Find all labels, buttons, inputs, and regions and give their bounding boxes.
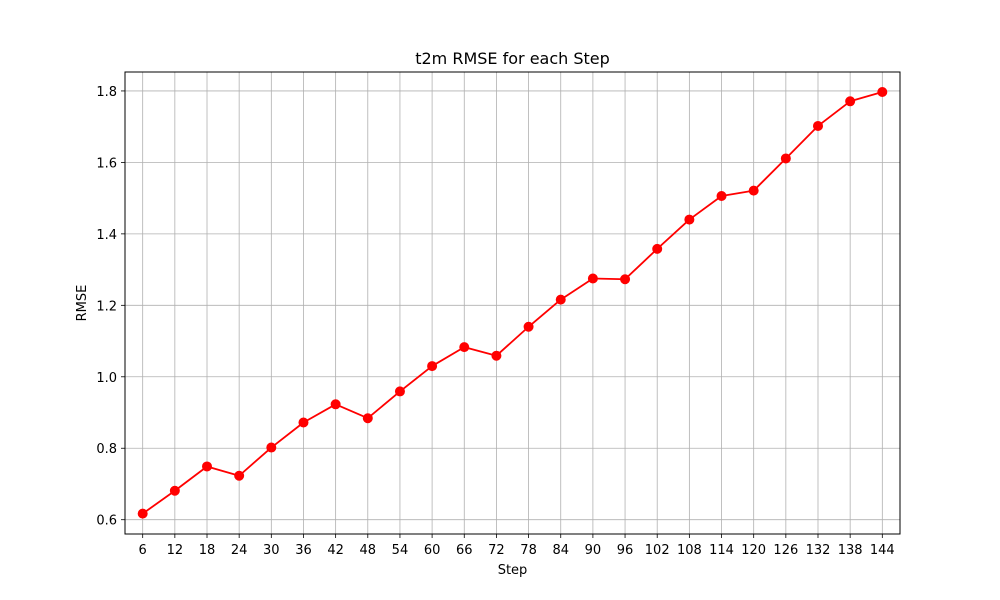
data-point xyxy=(780,153,791,164)
x-tick-label: 42 xyxy=(327,543,344,558)
x-tick-label: 144 xyxy=(870,543,895,558)
data-point xyxy=(137,508,148,519)
x-axis-title: Step xyxy=(498,563,528,578)
x-tick-label: 78 xyxy=(520,543,537,558)
data-point xyxy=(330,399,341,410)
x-tick-label: 132 xyxy=(806,543,831,558)
data-point xyxy=(394,386,405,397)
chart-title: t2m RMSE for each Step xyxy=(415,49,610,68)
x-tick-label: 6 xyxy=(139,543,147,558)
x-tick-label: 48 xyxy=(360,543,377,558)
data-point xyxy=(362,413,373,424)
data-point xyxy=(523,321,534,332)
plot-area-frame xyxy=(124,71,901,535)
x-tick-label: 24 xyxy=(231,543,248,558)
data-point xyxy=(491,350,502,361)
x-tick-label: 60 xyxy=(424,543,441,558)
y-tick-label: 1.2 xyxy=(96,299,117,314)
data-point xyxy=(845,96,856,107)
data-point xyxy=(427,361,438,372)
y-tick-label: 0.8 xyxy=(96,442,117,457)
x-tick-label: 72 xyxy=(488,543,505,558)
y-tick-label: 1.4 xyxy=(96,228,117,243)
x-tick-label: 120 xyxy=(741,543,766,558)
x-tick-label: 126 xyxy=(773,543,798,558)
data-point xyxy=(877,87,888,98)
y-tick-label: 1.0 xyxy=(96,371,117,386)
data-point xyxy=(812,120,823,131)
data-point xyxy=(266,442,277,453)
x-tick-label: 12 xyxy=(167,543,184,558)
x-tick-label: 108 xyxy=(677,543,702,558)
grid xyxy=(125,72,900,534)
y-tick-label: 0.6 xyxy=(96,514,117,529)
x-tick-label: 18 xyxy=(199,543,216,558)
data-point xyxy=(748,185,759,196)
data-point xyxy=(202,461,213,472)
data-point xyxy=(652,243,663,254)
x-tick-label: 102 xyxy=(645,543,670,558)
x-tick-label: 66 xyxy=(456,543,473,558)
x-tick-label: 114 xyxy=(709,543,734,558)
data-point xyxy=(298,417,309,428)
y-tick-label: 1.8 xyxy=(96,85,117,100)
data-point xyxy=(684,214,695,225)
data-point xyxy=(620,274,631,285)
y-axis-ticks: 0.6 0.8 1.0 1.2 1.4 1.6 1.8 xyxy=(96,85,125,529)
x-axis-ticks: 6 12 18 24 30 36 42 48 54 60 66 72 78 84 90 96 102 108 114… xyxy=(139,534,895,558)
data-point xyxy=(716,190,727,201)
data-point xyxy=(459,342,470,353)
x-tick-label: 96 xyxy=(617,543,634,558)
x-tick-label: 84 xyxy=(552,543,569,558)
y-tick-label: 1.6 xyxy=(96,156,117,171)
data-point xyxy=(555,294,566,305)
data-point xyxy=(169,485,180,496)
y-axis-title: RMSE xyxy=(75,285,90,322)
data-point xyxy=(234,470,245,481)
x-tick-label: 90 xyxy=(585,543,602,558)
x-tick-label: 36 xyxy=(295,543,312,558)
data-points xyxy=(137,87,888,519)
x-tick-label: 30 xyxy=(263,543,280,558)
data-point xyxy=(587,273,598,284)
series-line xyxy=(142,91,883,515)
x-tick-label: 138 xyxy=(838,543,863,558)
x-tick-label: 54 xyxy=(392,543,409,558)
